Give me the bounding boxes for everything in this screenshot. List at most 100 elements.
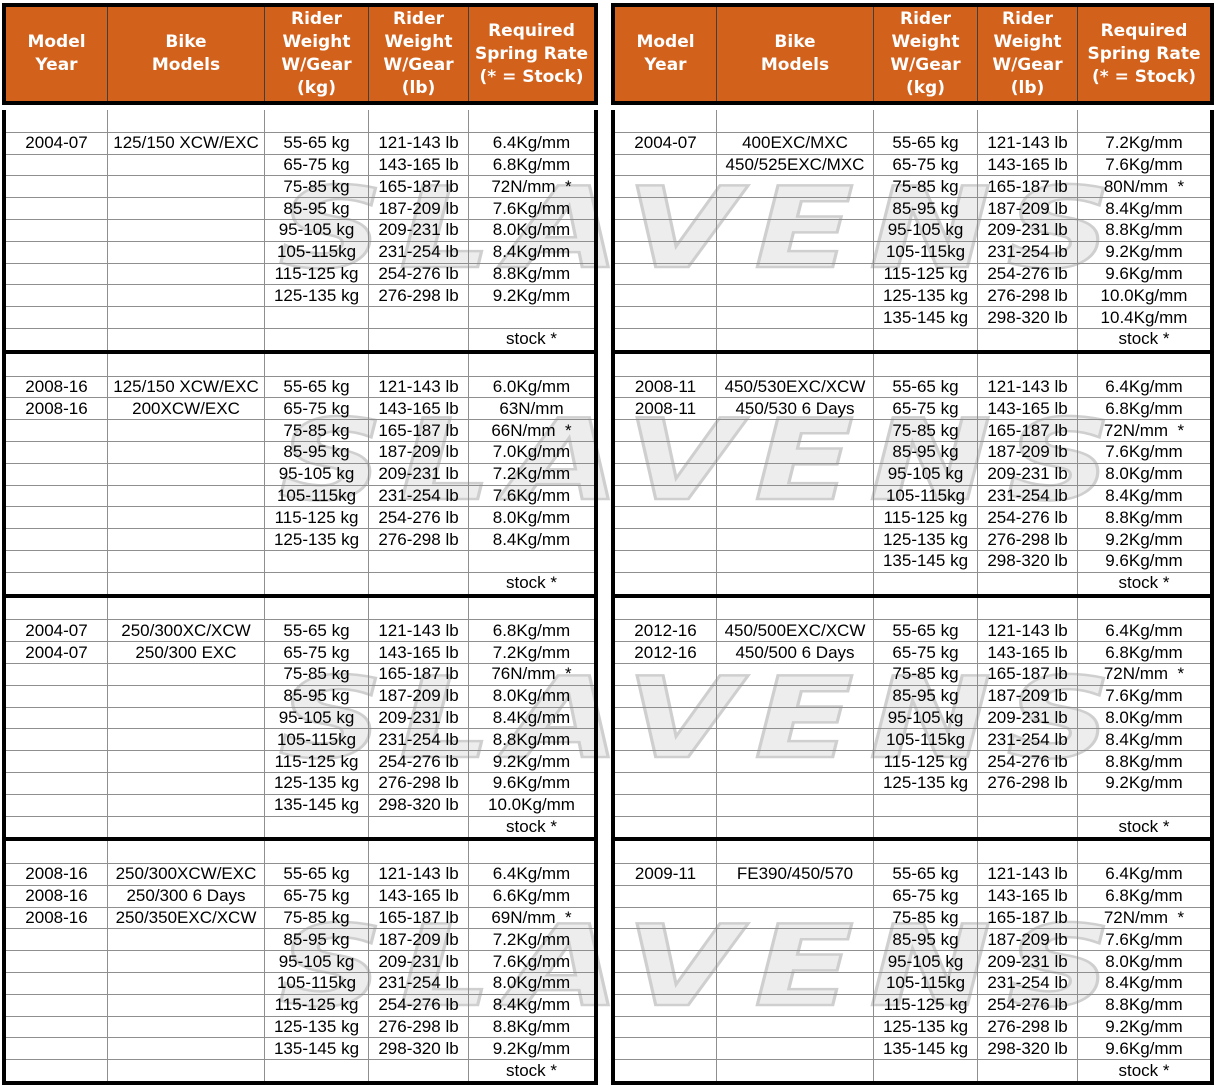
cell-weight-kg: 135-145 kg — [264, 794, 368, 816]
cell-weight-kg — [264, 1060, 368, 1082]
cell-spring-rate: 9.6Kg/mm — [468, 772, 594, 794]
cell-model-year — [615, 176, 716, 197]
cell-model-year — [615, 995, 716, 1016]
cell-weight-lb — [977, 572, 1077, 594]
cell-weight-lb — [977, 597, 1077, 620]
cell-weight-lb — [977, 1060, 1077, 1082]
cell-bike-models — [716, 597, 873, 620]
cell-weight-lb: 254-276 lb — [368, 507, 468, 529]
cell-weight-kg: 95-105 kg — [264, 463, 368, 485]
cell-bike-models — [107, 707, 264, 729]
table-row: 2008-11 450/530 6 Days 65-75 kg 143-165 lb 6… — [615, 397, 1210, 420]
cell-bike-models — [716, 685, 873, 707]
cell-weight-lb: 231-254 lb — [368, 729, 468, 751]
cell-bike-models — [107, 241, 264, 263]
cell-model-year: 2008-16 — [25, 908, 88, 928]
cell-weight-kg: 95-105 kg — [873, 951, 977, 973]
cell-weight-lb: 276-298 lb — [977, 772, 1077, 794]
table-row — [615, 841, 1210, 864]
cell-weight-kg: 115-125 kg — [264, 751, 368, 772]
cell-bike-models — [716, 951, 873, 973]
cell-weight-kg: 65-75 kg — [873, 642, 977, 663]
cell-bike-models — [716, 241, 873, 263]
spring-rate-table-left: Model Year Bike Models Rider Weight W/Gear… — [2, 3, 598, 1085]
table-row: 75-85 kg 165-187 lb 72N/mm * — [615, 662, 1210, 685]
cell-model-year: 2012-16 — [634, 642, 697, 662]
cell-spring-rate: 6.4Kg/mm — [468, 132, 594, 154]
cell-weight-kg: 105-115kg — [264, 485, 368, 507]
table-row: stock * — [615, 571, 1210, 594]
table-row: 2012-16 450/500EXC/XCW 55-65 kg 121-143 lb 6… — [615, 619, 1210, 642]
cell-weight-lb: 298-320 lb — [368, 794, 468, 816]
cell-bike-models: 250/350EXC/XCW — [107, 907, 264, 929]
cell-weight-lb — [977, 353, 1077, 376]
cell-spring-rate: 7.6Kg/mm — [468, 485, 594, 507]
cell-weight-kg: 135-145 kg — [873, 1038, 977, 1060]
cell-weight-lb: 143-165 lb — [977, 398, 1077, 420]
table-row: 115-125 kg 254-276 lb 8.8Kg/mm — [615, 750, 1210, 772]
cell-weight-kg: 115-125 kg — [873, 994, 977, 1016]
cell-model-year — [6, 773, 107, 794]
cell-model-year — [615, 573, 716, 594]
cell-spring-rate: 8.0Kg/mm — [468, 219, 594, 241]
cell-weight-lb: 254-276 lb — [368, 263, 468, 285]
cell-bike-models — [716, 110, 873, 132]
table-row: 95-105 kg 209-231 lb 8.0Kg/mm — [615, 462, 1210, 485]
cell-weight-lb: 165-187 lb — [977, 663, 1077, 685]
cell-weight-kg: 105-115kg — [873, 973, 977, 994]
cell-weight-lb: 298-320 lb — [368, 1038, 468, 1060]
cell-spring-rate: 8.8Kg/mm — [468, 729, 594, 751]
cell-spring-rate: 8.4Kg/mm — [468, 241, 594, 263]
cell-weight-kg: 55-65 kg — [873, 132, 977, 154]
cell-bike-models — [107, 1060, 264, 1082]
table-row: 85-95 kg 187-209 lb 8.0Kg/mm — [6, 684, 594, 707]
cell-bike-models — [716, 707, 873, 729]
cell-weight-kg: 65-75 kg — [264, 154, 368, 176]
cell-weight-lb: 298-320 lb — [977, 550, 1077, 572]
cell-weight-kg: 75-85 kg — [264, 907, 368, 929]
cell-spring-rate — [468, 110, 594, 132]
table-row: 105-115kg 231-254 lb 8.0Kg/mm — [6, 972, 594, 994]
cell-spring-rate: stock * — [468, 572, 594, 594]
cell-spring-rate: 69N/mm * — [468, 907, 594, 929]
cell-bike-models — [107, 219, 264, 241]
cell-weight-kg: 75-85 kg — [873, 663, 977, 685]
cell-spring-rate: stock * — [468, 816, 594, 838]
table-row: 105-115kg 231-254 lb 8.4Kg/mm — [615, 728, 1210, 751]
column-header-weight-lb: Rider Weight W/Gear (lb) — [977, 7, 1077, 101]
cell-spring-rate: 8.8Kg/mm — [468, 263, 594, 285]
cell-model-year — [615, 729, 716, 750]
cell-weight-kg: 55-65 kg — [264, 132, 368, 154]
cell-weight-lb: 231-254 lb — [977, 241, 1077, 263]
table-row: stock * — [615, 327, 1210, 350]
cell-weight-kg: 95-105 kg — [264, 219, 368, 241]
table-row: 115-125 kg 254-276 lb 9.6Kg/mm — [615, 262, 1210, 285]
cell-model-year — [615, 841, 716, 863]
cell-model-year — [6, 242, 107, 263]
cell-spring-rate: 8.4Kg/mm — [468, 994, 594, 1016]
cell-model-year — [6, 198, 107, 219]
cell-weight-kg: 105-115kg — [264, 241, 368, 263]
cell-bike-models — [107, 1016, 264, 1038]
cell-bike-models — [107, 285, 264, 307]
cell-spring-rate — [1077, 794, 1210, 816]
cell-spring-rate: 7.0Kg/mm — [468, 441, 594, 463]
cell-weight-kg: 75-85 kg — [264, 176, 368, 198]
cell-model-year — [615, 1060, 716, 1081]
cell-spring-rate: 8.4Kg/mm — [1077, 729, 1210, 751]
cell-bike-models — [716, 529, 873, 550]
cell-model-year: 2008-16 — [25, 886, 88, 906]
cell-bike-models — [107, 441, 264, 463]
cell-weight-lb: 276-298 lb — [368, 285, 468, 307]
cell-weight-kg: 105-115kg — [873, 729, 977, 751]
cell-bike-models — [107, 154, 264, 176]
cell-model-year — [615, 751, 716, 772]
cell-model-year: 2008-16 — [25, 864, 88, 884]
cell-bike-models — [716, 353, 873, 376]
cell-weight-lb: 209-231 lb — [368, 951, 468, 973]
table-row: 115-125 kg 254-276 lb 8.4Kg/mm — [6, 993, 594, 1016]
cell-bike-models — [716, 219, 873, 241]
cell-model-year — [6, 329, 107, 350]
cell-bike-models — [107, 794, 264, 816]
cell-weight-lb: 121-143 lb — [368, 132, 468, 154]
